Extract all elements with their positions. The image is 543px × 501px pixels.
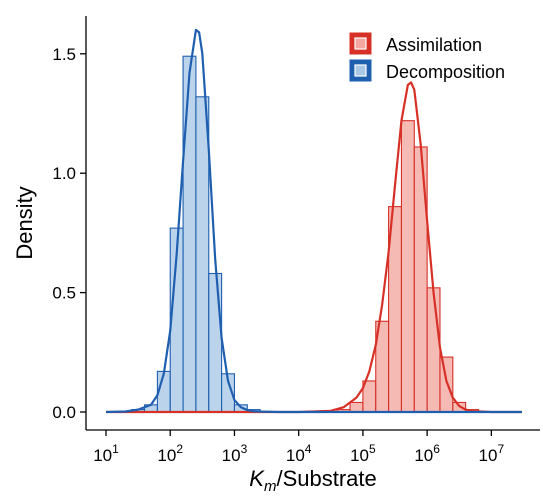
x-tick-label-base: 10 (93, 446, 112, 465)
legend-swatch-inner-decomposition (354, 64, 367, 77)
x-axis-label: Km/Substrate (249, 466, 376, 495)
x-tick-label-base: 10 (414, 446, 433, 465)
x-axis-label-symbol: K (249, 466, 265, 491)
x-tick-label-base: 10 (157, 446, 176, 465)
x-tick-label-base: 10 (479, 446, 498, 465)
bars-layer (131, 55, 480, 413)
x-axis-label-subscript: m (264, 478, 277, 495)
x-tick-label-base: 10 (350, 446, 369, 465)
y-tick-label: 0.5 (52, 284, 76, 303)
x-tick-label-exponent: 3 (241, 442, 248, 456)
x-tick-label: 105 (350, 442, 376, 465)
x-tick-label: 103 (222, 442, 248, 465)
x-tick-label-exponent: 1 (112, 442, 119, 456)
x-tick-label-exponent: 2 (176, 442, 183, 456)
axes-layer (85, 16, 540, 431)
x-tick-label: 104 (286, 442, 312, 465)
x-tick-label: 106 (414, 442, 440, 465)
histogram-bar-assimilation (426, 287, 441, 413)
histogram-bar-assimilation (439, 356, 454, 413)
x-tick-label-exponent: 5 (369, 442, 376, 456)
x-axis-label-rest: /Substrate (276, 466, 376, 491)
legend: Assimilation Decomposition (349, 32, 505, 82)
x-tick-label: 101 (93, 442, 119, 465)
y-ticks: 0.0 0.5 1.0 1.5 (52, 45, 86, 422)
x-tick-label-exponent: 4 (305, 442, 312, 456)
x-tick-label: 107 (479, 442, 505, 465)
histogram-bar-decomposition (195, 96, 210, 413)
x-tick-label: 102 (157, 442, 183, 465)
y-tick-label: 0.0 (52, 403, 76, 422)
histogram-bar-decomposition (208, 272, 223, 413)
density-curve-assimilation (106, 81, 522, 414)
y-axis-label: Density (12, 186, 37, 259)
y-tick-label: 1.5 (52, 45, 76, 64)
histogram-bar-decomposition (182, 55, 197, 413)
legend-swatch-inner-assimilation (354, 37, 367, 50)
x-tick-label-base: 10 (286, 446, 305, 465)
legend-label-assimilation: Assimilation (386, 35, 482, 55)
histogram-bar-assimilation (349, 401, 364, 413)
density-curve-decomposition (105, 28, 522, 414)
y-tick-label: 1.0 (52, 164, 76, 183)
legend-label-decomposition: Decomposition (386, 62, 505, 82)
x-ticks: 101 102 103 104 105 106 107 (93, 430, 504, 465)
histogram-bar-assimilation (400, 120, 415, 413)
x-tick-label-exponent: 7 (497, 442, 504, 456)
x-tick-label-exponent: 6 (433, 442, 440, 456)
density-curves-layer (105, 28, 522, 414)
x-tick-label-base: 10 (222, 446, 241, 465)
